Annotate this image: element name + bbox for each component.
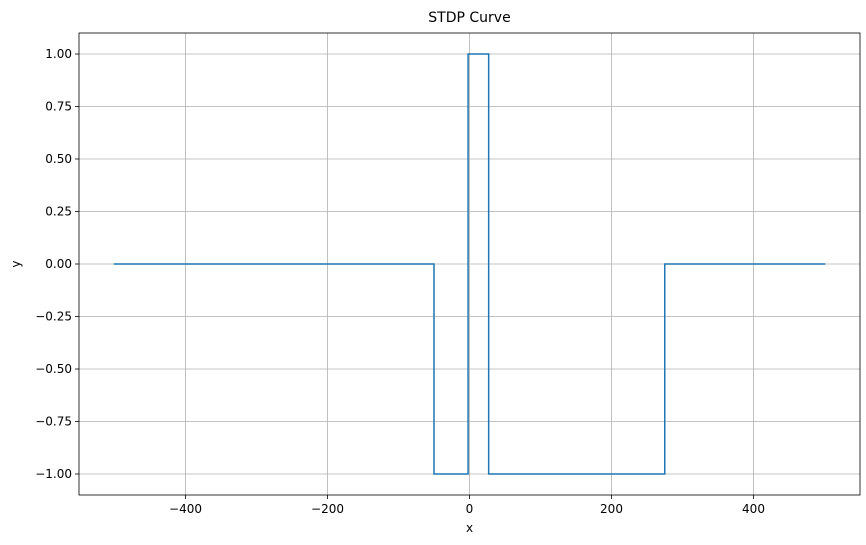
chart-title: STDP Curve — [428, 10, 510, 26]
y-tick-label: −1.00 — [35, 467, 72, 481]
y-tick-label: −0.50 — [35, 362, 72, 376]
y-tick-label: 0.50 — [45, 152, 72, 166]
series-layer — [113, 53, 826, 475]
x-tick-label: −200 — [311, 502, 344, 516]
y-tick-label: 1.00 — [45, 47, 72, 61]
ticks-layer: −400 −200 0 200 400 1.00 0.75 0.50 0.25 0.00 −0.25… — [35, 47, 765, 516]
x-tick-label: 0 — [466, 502, 474, 516]
y-axis-label: y — [9, 260, 23, 267]
x-tick-label: 200 — [600, 502, 623, 516]
y-tick-label: 0.75 — [45, 100, 72, 114]
y-tick-label: 0.00 — [45, 257, 72, 271]
y-tick-label: −0.25 — [35, 310, 72, 324]
y-tick-label: 0.25 — [45, 205, 72, 219]
x-axis-label: x — [466, 521, 473, 535]
x-tick-label: −400 — [169, 502, 202, 516]
y-tick-label: −0.75 — [35, 415, 72, 429]
x-tick-label: 400 — [742, 502, 765, 516]
series-line — [113, 53, 826, 475]
